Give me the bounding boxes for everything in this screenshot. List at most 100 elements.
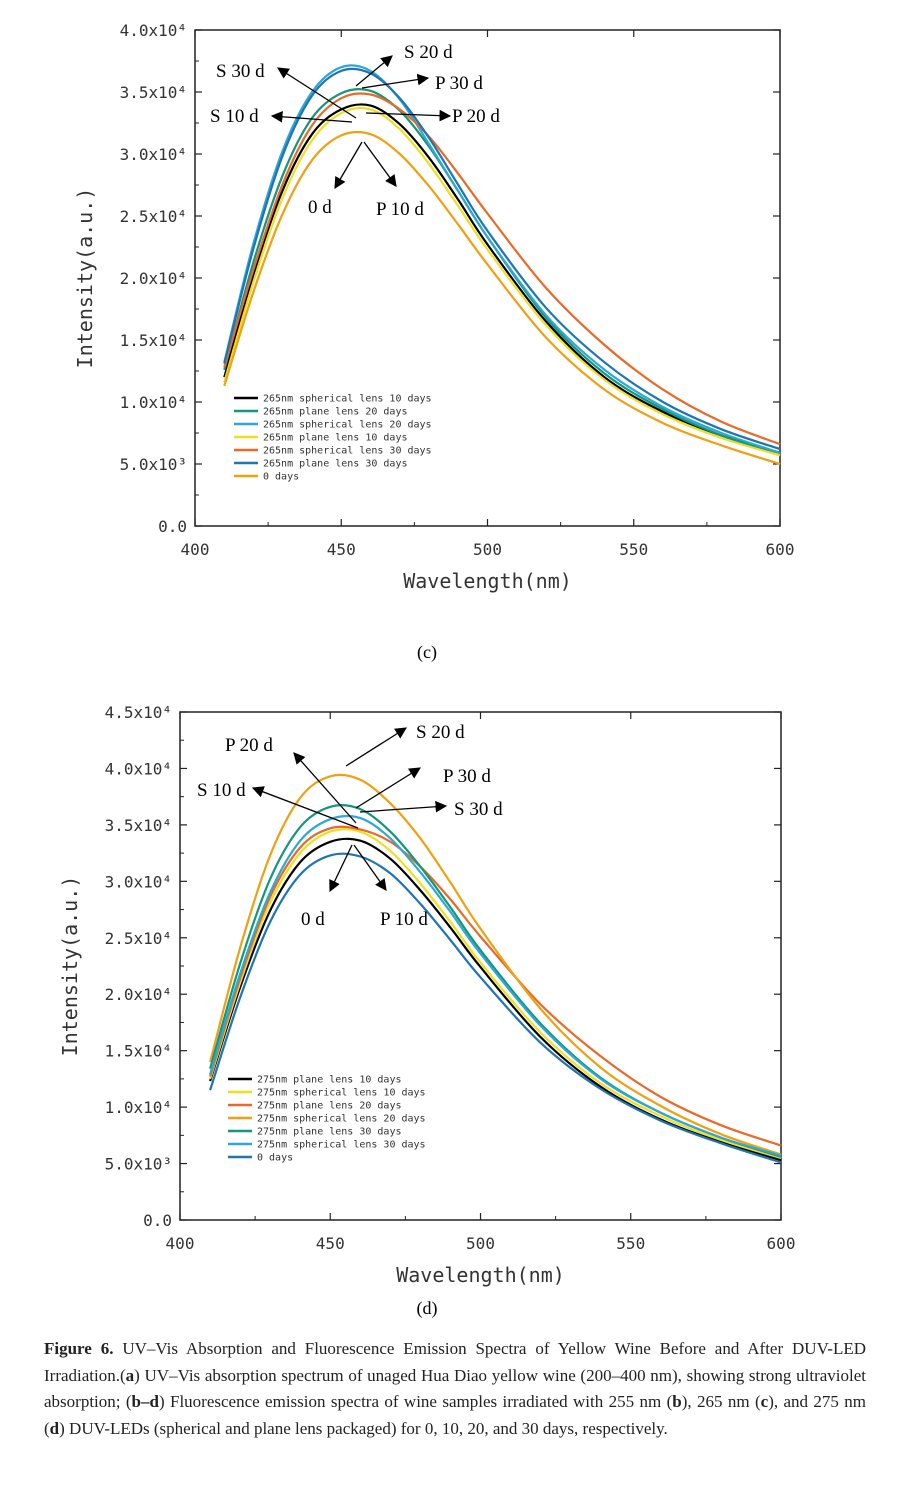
y-tick-label: 2.5x10⁴ (120, 207, 187, 226)
caption-text-5: ), and 275 nm ( (44, 1392, 866, 1438)
series-line-1 (223, 103, 781, 454)
y-tick-label: 4.5x10⁴ (105, 703, 172, 722)
legend-label: 275nm spherical lens 30 days (257, 1140, 426, 1151)
chart-d-plot: 400 450 500 550 600 0.0 5.0x10³ 1.0x10⁴ 1.5x10⁴ 2… (58, 703, 795, 1287)
series-line-4 (223, 106, 781, 457)
y-tick-label: 0.0 (143, 1211, 172, 1230)
annotation-label: 0 d (301, 909, 325, 930)
legend-label: 265nm plane lens 20 days (263, 407, 408, 418)
legend-label: 275nm spherical lens 20 days (257, 1114, 426, 1125)
caption-figure-label: Figure 6. (44, 1339, 114, 1358)
y-tick-label: 2.0x10⁴ (120, 269, 187, 288)
series-line-1 (209, 837, 782, 1162)
legend-label: 0 days (257, 1153, 293, 1164)
series-line-7 (223, 130, 781, 466)
annotation-arrow (355, 55, 393, 87)
annotation-label: S 20 d (404, 42, 453, 63)
legend-label: 0 days (263, 472, 299, 483)
x-tick-label: 550 (619, 540, 648, 559)
annotation-label: S 30 d (454, 799, 503, 820)
series-line-2 (223, 87, 781, 456)
x-tick-label: 400 (181, 540, 210, 559)
annotation-arrow (334, 141, 363, 190)
legend-label: 265nm spherical lens 30 days (263, 446, 432, 457)
series-line-6 (223, 67, 781, 451)
legend-label: 265nm plane lens 10 days (263, 433, 408, 444)
annotation-arrow (277, 67, 357, 119)
annotation-label: P 20 d (452, 106, 500, 127)
x-tick-label: 450 (327, 540, 356, 559)
annotation-arrow (345, 727, 407, 767)
y-axis-title: Intensity(a.u.) (73, 188, 97, 369)
figure-panel-d: (d) 400 450 500 550 600 0.0 5.0x10³ 1.0x10⁴ 1.5x… (0, 690, 912, 1330)
annotation-arrow (365, 109, 452, 122)
annotation-label: S 10 d (197, 780, 246, 801)
y-axis-title: Intensity(a.u.) (58, 876, 82, 1057)
annotation-label: S 10 d (210, 106, 259, 127)
series-line-4 (209, 773, 782, 1156)
annotation-arrow (251, 786, 359, 829)
x-tick-label: 550 (616, 1234, 645, 1253)
annotation-arrow (353, 844, 387, 891)
annotation-label: S 30 d (216, 61, 265, 82)
annotation-arrow (270, 110, 353, 123)
caption-bold-c: c (760, 1392, 769, 1411)
legend-label: 275nm plane lens 20 days (257, 1101, 402, 1112)
annotation-arrow (359, 800, 448, 813)
annotation-arrow (363, 141, 397, 187)
y-tick-label: 2.0x10⁴ (105, 985, 172, 1004)
caption-text-2: ) UV–Vis absorption spectrum of unaged H… (44, 1365, 866, 1412)
series-line-6 (209, 814, 782, 1157)
annotation-label: P 30 d (443, 766, 491, 787)
y-tick-label: 1.0x10⁴ (120, 393, 187, 412)
chart-c-plot: 400 450 500 550 600 0.0 5.0x10³ 1.0x10⁴ 1.5x10⁴ 2… (73, 21, 794, 593)
panel-label-d: (d) (417, 1298, 438, 1319)
caption-text-1: UV–Vis Absorption and Fluorescence Emiss… (44, 1339, 866, 1385)
caption-bold-b: b (672, 1392, 682, 1411)
x-axis-title: Wavelength(nm) (403, 569, 572, 593)
y-tick-label: 3.0x10⁴ (120, 145, 187, 164)
legend-label: 265nm plane lens 30 days (263, 459, 408, 470)
x-tick-label: 500 (466, 1234, 495, 1253)
legend-label: 275nm spherical lens 10 days (257, 1088, 426, 1099)
annotation-arrow (355, 767, 421, 809)
y-tick-label: 3.5x10⁴ (105, 816, 172, 835)
caption-text-4: ), 265 nm ( (681, 1392, 761, 1411)
legend-label: 265nm spherical lens 20 days (263, 420, 432, 431)
x-tick-label: 500 (473, 540, 502, 559)
caption-bold-a: a (125, 1365, 135, 1385)
series-line-2 (209, 828, 782, 1159)
annotation-arrow (361, 73, 430, 89)
y-tick-label: 2.5x10⁴ (105, 929, 172, 948)
caption-text-6: ) DUV-LEDs (spherical and plane lens pac… (59, 1418, 668, 1438)
annotation-label: P 10 d (376, 199, 424, 220)
series-line-3 (223, 64, 781, 454)
caption-bold-d: d (49, 1418, 60, 1438)
annotation-arrow (329, 844, 353, 893)
series-line-7 (209, 852, 782, 1164)
annotation-label: P 10 d (380, 909, 428, 930)
x-tick-label: 450 (316, 1234, 345, 1253)
y-tick-label: 5.0x10³ (120, 455, 187, 474)
x-tick-label: 400 (166, 1234, 195, 1253)
annotation-arrow (293, 752, 357, 824)
y-tick-label: 5.0x10³ (105, 1155, 172, 1174)
annotation-label: P 20 d (225, 735, 273, 756)
y-tick-label: 1.5x10⁴ (120, 331, 187, 350)
y-tick-label: 4.0x10⁴ (120, 21, 187, 40)
caption-text-3: ) Fluorescence emission spectra of wine … (158, 1392, 673, 1411)
caption-bold-bd: b–d (131, 1392, 159, 1411)
panel-label-c: (c) (417, 642, 437, 663)
y-tick-label: 4.0x10⁴ (105, 759, 172, 778)
legend-label: 275nm plane lens 10 days (257, 1075, 402, 1086)
legend-label: 265nm spherical lens 10 days (263, 394, 432, 405)
x-tick-label: 600 (767, 1234, 796, 1253)
figure-panel-c: (c) 400 450 500 550 600 0.0 5.0x10³ 1.0x10⁴ 1.5x… (0, 0, 912, 680)
chart-d-svg: (d) 400 450 500 550 600 0.0 5.0x10³ 1.0x10⁴ 1.5x… (58, 703, 795, 1319)
x-tick-label: 600 (766, 540, 795, 559)
legend-label: 275nm plane lens 30 days (257, 1127, 402, 1138)
y-tick-label: 3.0x10⁴ (105, 872, 172, 891)
annotation-label: P 30 d (435, 73, 483, 94)
y-tick-label: 1.5x10⁴ (105, 1042, 172, 1061)
figure-caption: Figure 6. UV–Vis Absorption and Fluoresc… (44, 1336, 866, 1442)
